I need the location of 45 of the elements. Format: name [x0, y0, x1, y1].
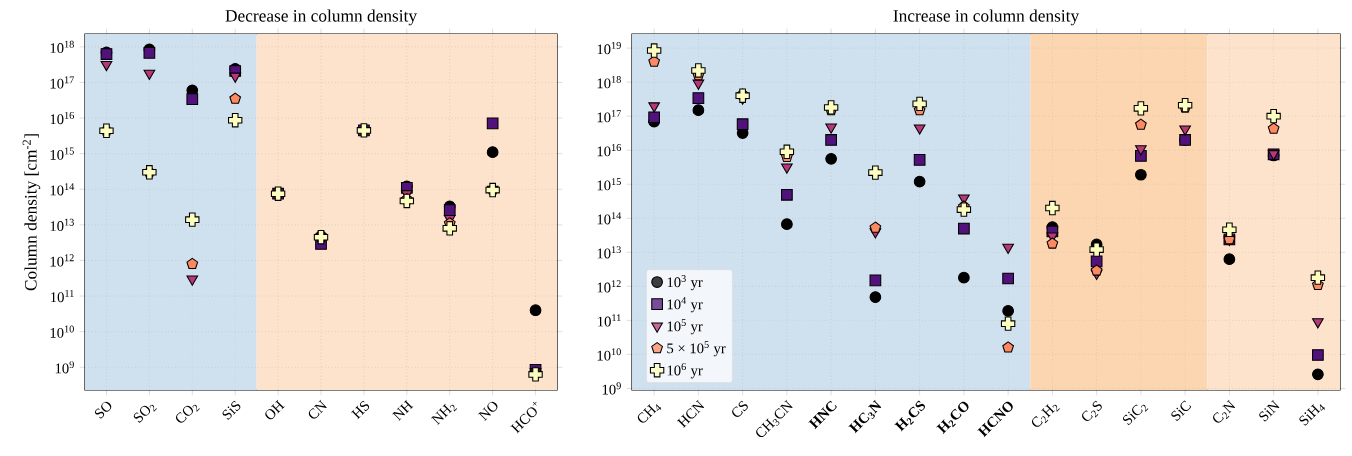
x-tick-label: OH: [265, 399, 285, 420]
y-tick-label: 10$^{14}$: [50, 183, 75, 196]
y-tick-label: 10$^{9}$: [602, 382, 621, 395]
y-tick-label: 10$^{9}$: [55, 361, 74, 374]
x-tick-label: CN: [308, 399, 327, 419]
x-tick-label: CS: [732, 400, 748, 417]
x-tick-label: SiN: [1259, 399, 1280, 422]
legend-label: 10$^{5}$ yr: [667, 319, 703, 335]
y-tick-label: 10$^{14}$: [597, 212, 622, 225]
y-tick-label: 10$^{15}$: [50, 147, 74, 160]
y-tick-label: 10$^{18}$: [597, 76, 621, 89]
y-tick-label: 10$^{13}$: [50, 218, 74, 231]
chart-title: Increase in column density: [893, 9, 1080, 26]
y-tick-label: 10$^{16}$: [50, 111, 74, 125]
x-tick-label: SiS: [222, 400, 241, 420]
y-tick-label: 10$^{12}$: [597, 280, 621, 293]
y-tick-label: 10$^{17}$: [597, 110, 621, 123]
x-tick-label: CH$_{4}$: [637, 403, 662, 423]
y-tick-label: 10$^{17}$: [50, 76, 74, 89]
x-tick-label: SO$_{2}$: [133, 404, 157, 423]
y-tick-label: 10$^{19}$: [597, 41, 621, 55]
x-tick-label: CO$_{2}$: [176, 404, 200, 423]
legend-label: 10$^{3}$ yr: [667, 274, 703, 291]
x-tick-label: NH$_{2}$: [430, 403, 458, 426]
x-tick-label: HS: [351, 400, 370, 420]
legend-label: 10$^{6}$ yr: [667, 363, 703, 379]
y-tick-label: 10$^{11}$: [51, 289, 74, 303]
y-tick-label: 10$^{10}$: [50, 325, 74, 338]
x-tick-label: NO: [478, 401, 498, 422]
chart-title: Decrease in column density: [225, 9, 417, 26]
y-tick-label: 10$^{15}$: [597, 178, 621, 191]
y-tick-label: 10$^{11}$: [598, 314, 621, 327]
x-tick-label: SiC$_{2}$: [1122, 404, 1149, 426]
legend-label: 5 × 10$^{5}$ yr: [667, 341, 726, 357]
x-tick-label: SiH$_{4}$: [1299, 403, 1326, 426]
y-tick-label: 10$^{10}$: [597, 348, 621, 361]
y-tick-label: 10$^{13}$: [597, 246, 621, 259]
x-tick-label: SiC: [1171, 400, 1192, 421]
x-tick-label: NH: [392, 399, 414, 421]
x-tick-label: SO: [94, 401, 112, 419]
y-axis-title: Column density [cm$^{-2}$]: [22, 134, 41, 291]
y-tick-label: 10$^{12}$: [50, 254, 74, 267]
legend-label: 10$^{4}$ yr: [667, 297, 703, 313]
y-tick-label: 10$^{18}$: [50, 40, 74, 54]
y-tick-label: 10$^{16}$: [597, 144, 621, 157]
